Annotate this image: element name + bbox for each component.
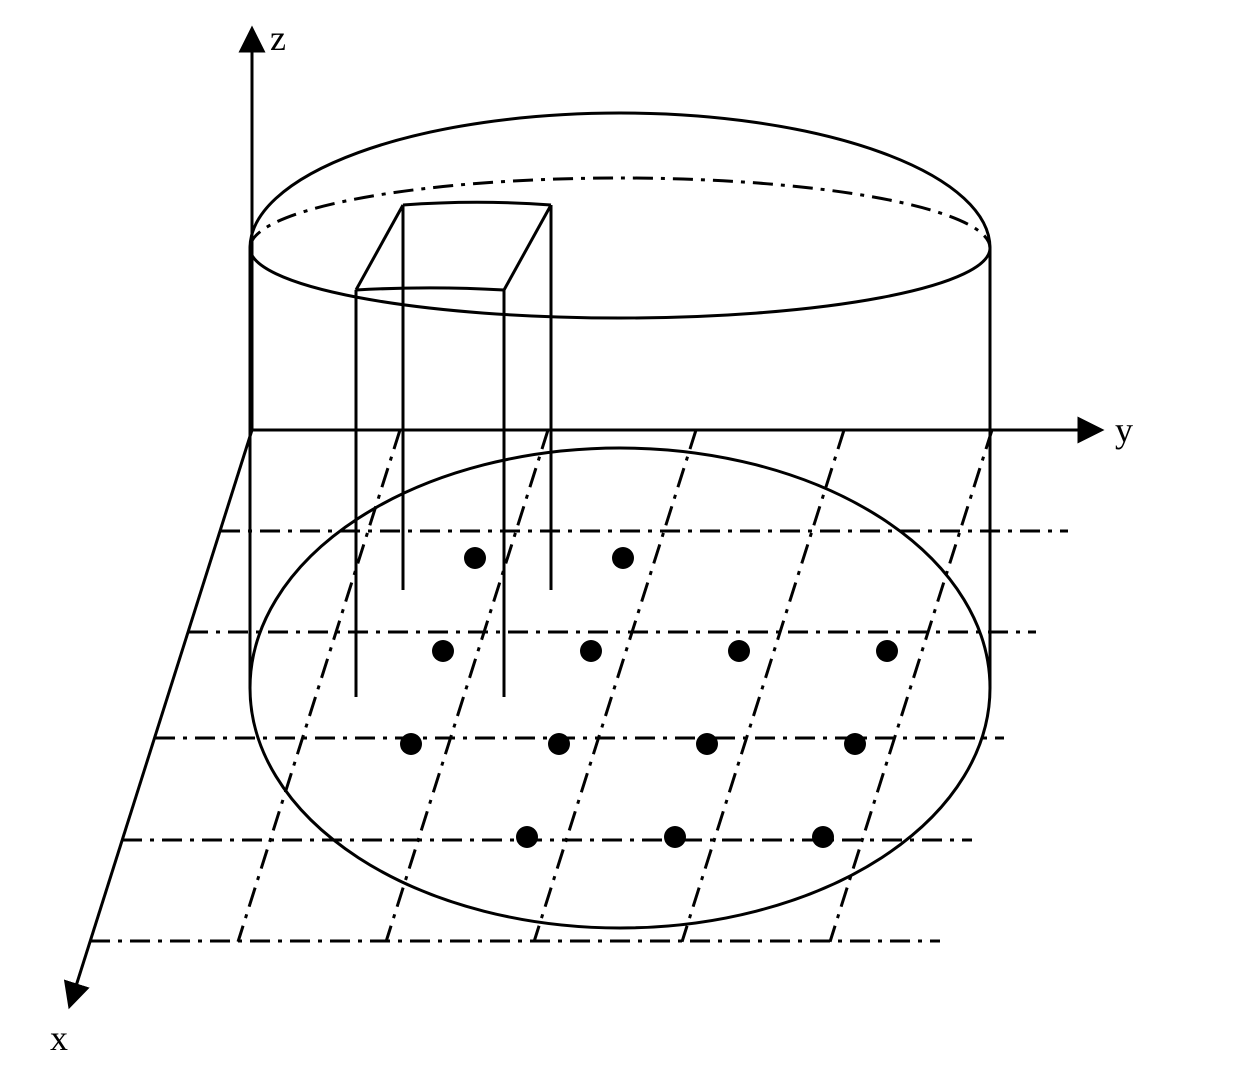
prism-column <box>356 202 551 697</box>
cylinder-sides <box>250 248 990 688</box>
base-ellipse <box>250 448 990 928</box>
grid-horizontal <box>90 531 1068 941</box>
diagram-svg: z y x <box>0 0 1240 1068</box>
z-axis-label: z <box>270 18 286 58</box>
x-axis-label: x <box>50 1018 68 1058</box>
dome-arc <box>250 113 990 248</box>
grid-dots <box>400 547 898 848</box>
top-ellipse-back <box>250 178 990 248</box>
x-axis <box>70 430 252 1005</box>
grid-oblique <box>238 430 992 942</box>
y-axis-label: y <box>1115 410 1133 450</box>
